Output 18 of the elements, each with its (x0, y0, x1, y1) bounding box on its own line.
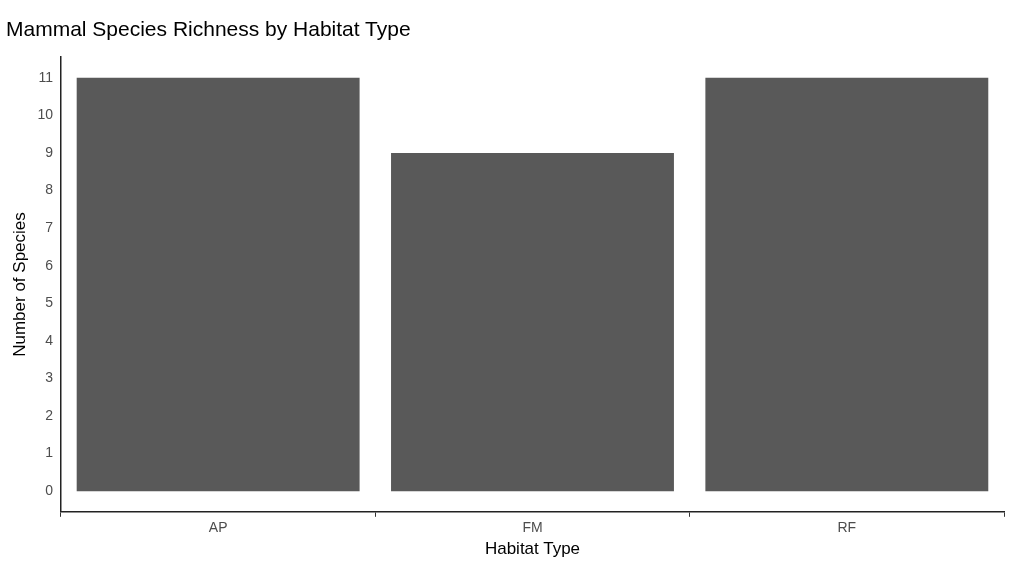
y-tick-label: 11 (38, 68, 54, 85)
x-tick-label: AP (208, 519, 228, 536)
y-tick-label: 2 (45, 406, 54, 423)
y-tick-label: 1 (45, 444, 54, 461)
y-axis-title: Number of Species (9, 212, 29, 357)
x-axis-title: Habitat Type (484, 539, 581, 559)
y-tick-label: 10 (37, 106, 54, 123)
y-tick-label: 5 (45, 294, 54, 311)
y-tick-label: 7 (45, 219, 54, 235)
y-tick-label: 8 (45, 181, 54, 198)
y-tick-label: 0 (45, 482, 54, 498)
y-tick-label: 6 (45, 256, 54, 273)
x-tick-label: RF (837, 519, 857, 536)
x-tick-label: FM (522, 519, 543, 536)
y-tick-label: 3 (45, 369, 54, 386)
chart-title: Mammal Species Richness by Habitat Type (6, 17, 411, 41)
y-tick-label: 4 (45, 331, 54, 348)
y-tick-label: 9 (45, 143, 54, 160)
